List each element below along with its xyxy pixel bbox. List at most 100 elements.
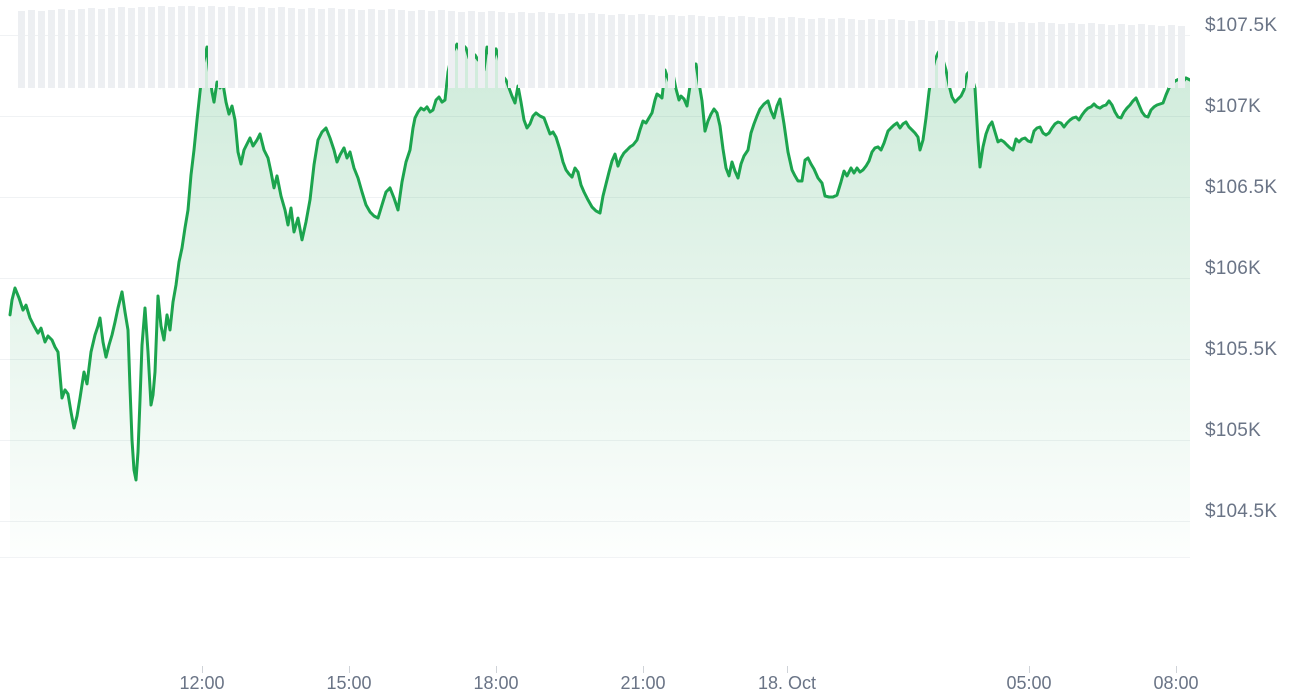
volume-bar	[178, 6, 185, 88]
volume-bar	[1148, 25, 1155, 88]
x-axis-tick	[1176, 666, 1177, 673]
volume-bar	[738, 16, 745, 88]
volume-bar	[278, 7, 285, 88]
volume-bar	[568, 13, 575, 88]
volume-bar	[1108, 25, 1115, 88]
volume-bar	[1138, 24, 1145, 88]
volume-bar	[868, 19, 875, 88]
volume-bar	[128, 8, 135, 88]
volume-bar	[718, 16, 725, 88]
y-axis-label: $105K	[1205, 420, 1261, 441]
volume-bar	[1078, 24, 1085, 88]
volume-bar	[758, 18, 765, 88]
volume-bar	[1068, 23, 1075, 88]
x-axis-label: 18. Oct	[757, 673, 817, 693]
volume-bar	[498, 12, 505, 88]
volume-bar	[298, 9, 305, 88]
volume-bar	[48, 10, 55, 88]
volume-bar	[88, 8, 95, 88]
volume-bar	[288, 8, 295, 88]
volume-bar	[778, 18, 785, 88]
volume-bar	[518, 12, 525, 88]
volume-bar	[1128, 25, 1135, 88]
volume-bar	[448, 11, 455, 88]
volume-bar	[408, 11, 415, 88]
volume-bar	[208, 6, 215, 88]
volume-bar	[488, 11, 495, 88]
volume-bar	[268, 8, 275, 88]
volume-bar	[428, 11, 435, 88]
volume-bar	[248, 8, 255, 88]
volume-bar	[1098, 24, 1105, 88]
volume-bar	[28, 10, 35, 88]
volume-bar	[628, 15, 635, 88]
volume-bar	[328, 8, 335, 88]
price-line	[8, 42, 1190, 482]
price-pane-bottom-edge	[0, 557, 1190, 558]
x-axis-label: 05:00	[1006, 673, 1052, 693]
volume-bar	[918, 20, 925, 88]
x-axis-tick	[787, 666, 788, 673]
volume-bar	[308, 8, 315, 88]
volume-bar	[1008, 23, 1015, 88]
y-axis-label: $107K	[1205, 96, 1261, 117]
volume-bar	[108, 8, 115, 88]
y-axis-label: $107.5K	[1205, 15, 1278, 36]
volume-bar	[978, 22, 985, 88]
price-chart-pane[interactable]	[0, 0, 1190, 560]
volume-bar	[768, 17, 775, 88]
volume-bar	[1118, 24, 1125, 88]
volume-bar	[698, 16, 705, 88]
volume-bar	[368, 9, 375, 88]
volume-bar	[338, 9, 345, 88]
volume-bar	[648, 15, 655, 88]
y-axis-label: $106.5K	[1205, 177, 1278, 198]
volume-bar	[1178, 26, 1185, 88]
volume-bar	[968, 21, 975, 88]
volume-bar	[578, 14, 585, 88]
volume-bar	[908, 21, 915, 88]
volume-bar	[38, 11, 45, 88]
volume-bar	[588, 13, 595, 88]
volume-bar	[788, 17, 795, 88]
volume-bar	[598, 14, 605, 88]
volume-bar	[458, 12, 465, 88]
x-axis-tick	[643, 666, 644, 673]
volume-bar	[528, 13, 535, 88]
volume-bar	[558, 14, 565, 88]
volume-bar	[138, 7, 145, 88]
volume-bar	[1018, 22, 1025, 88]
y-axis-label: $105.5K	[1205, 339, 1278, 360]
volume-bar	[958, 22, 965, 88]
x-axis-tick	[349, 666, 350, 673]
volume-bar	[188, 6, 195, 88]
volume-bar	[118, 7, 125, 88]
x-axis-label: 15:00	[326, 673, 372, 693]
volume-strip[interactable]	[0, 0, 1190, 120]
volume-bar	[78, 9, 85, 88]
price-area-fill	[10, 44, 1190, 558]
x-axis-label: 12:00	[179, 673, 225, 693]
volume-bar	[818, 18, 825, 88]
volume-bar	[858, 20, 865, 88]
volume-bar	[228, 6, 235, 88]
volume-bar	[478, 12, 485, 88]
volume-bar	[1028, 23, 1035, 88]
x-axis-tick	[202, 666, 203, 673]
volume-bar	[318, 9, 325, 88]
volume-bar	[1048, 23, 1055, 88]
volume-bars-svg	[18, 6, 1185, 88]
volume-bar	[538, 12, 545, 88]
x-axis-label: 21:00	[620, 673, 666, 693]
volume-bar	[398, 10, 405, 88]
volume-bar	[18, 11, 25, 88]
gridline	[0, 116, 1190, 117]
volume-bar	[728, 17, 735, 88]
y-axis-label: $106K	[1205, 258, 1261, 279]
volume-bar	[378, 10, 385, 88]
volume-bar	[668, 15, 675, 88]
volume-bar	[948, 21, 955, 88]
volume-bar	[158, 6, 165, 88]
x-axis-tick	[496, 666, 497, 673]
